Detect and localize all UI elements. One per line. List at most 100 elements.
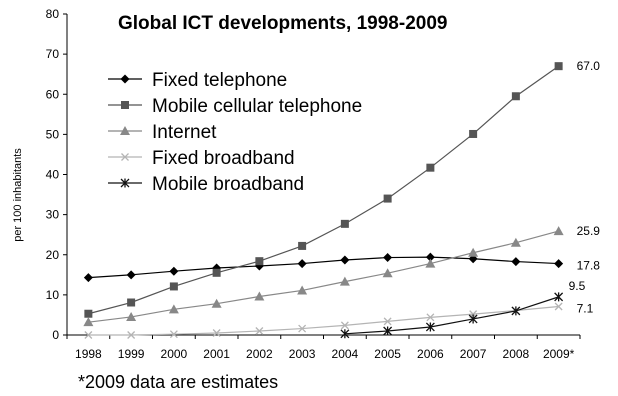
data-point bbox=[340, 321, 349, 330]
legend-label: Fixed broadband bbox=[152, 148, 295, 169]
x-tick-label: 2000 bbox=[161, 347, 188, 361]
data-point bbox=[254, 291, 265, 301]
chart-title: Global ICT developments, 1998-2009 bbox=[118, 13, 447, 34]
y-tick-label: 80 bbox=[46, 7, 60, 21]
data-point bbox=[298, 324, 307, 333]
data-point bbox=[340, 219, 349, 228]
y-tick-label: 20 bbox=[46, 248, 60, 262]
legend-item: Mobile cellular telephone bbox=[108, 96, 362, 117]
data-point bbox=[340, 329, 350, 339]
x-tick-label: 2008 bbox=[503, 347, 530, 361]
data-point bbox=[83, 273, 93, 283]
data-point bbox=[468, 314, 478, 324]
series-mobile-cellular-telephone: 67.0 bbox=[84, 59, 600, 318]
x-tick-label: 1998 bbox=[75, 347, 102, 361]
x-tick-label: 1999 bbox=[118, 347, 145, 361]
data-point bbox=[168, 304, 179, 314]
data-point bbox=[297, 259, 307, 269]
axes: 0 10 20 30 40 50 60 70 80 1998 1999 2000 2001 2002 200… bbox=[46, 7, 581, 361]
end-value-label: 9.5 bbox=[569, 279, 586, 293]
data-point bbox=[127, 298, 136, 307]
series-internet: 25.9 bbox=[83, 224, 601, 327]
data-point bbox=[382, 268, 393, 278]
y-tick-label: 70 bbox=[46, 47, 60, 61]
data-point bbox=[255, 327, 264, 335]
data-point bbox=[554, 302, 563, 311]
end-value-label: 17.8 bbox=[577, 259, 601, 273]
x-tick-label: 2001 bbox=[203, 347, 230, 361]
x-tick-label: 2005 bbox=[374, 347, 401, 361]
data-point bbox=[553, 226, 564, 236]
legend: Fixed telephone Mobile cellular telephone… bbox=[108, 70, 362, 195]
data-point bbox=[340, 255, 350, 265]
data-point bbox=[127, 331, 136, 339]
x-tick-label: 2007 bbox=[460, 347, 487, 361]
legend-label: Mobile cellular telephone bbox=[152, 96, 362, 117]
end-value-label: 25.9 bbox=[577, 224, 601, 238]
data-point bbox=[169, 266, 179, 276]
series-line bbox=[88, 305, 559, 336]
data-point bbox=[426, 163, 435, 172]
data-point bbox=[510, 237, 521, 247]
data-point bbox=[84, 331, 93, 339]
legend-marker bbox=[120, 126, 130, 135]
data-point bbox=[425, 252, 435, 262]
data-point bbox=[511, 92, 520, 101]
series-line bbox=[88, 256, 559, 279]
data-point bbox=[212, 329, 221, 337]
data-point bbox=[554, 292, 564, 302]
data-point bbox=[383, 326, 393, 336]
y-tick-label: 50 bbox=[46, 127, 60, 141]
data-point bbox=[554, 62, 563, 71]
x-tick-label: 2006 bbox=[417, 347, 444, 361]
data-point bbox=[425, 258, 436, 268]
legend-item: Fixed telephone bbox=[108, 70, 287, 91]
data-point bbox=[297, 285, 308, 295]
data-point bbox=[426, 313, 435, 322]
x-tick-label: 2002 bbox=[246, 347, 273, 361]
series-line bbox=[88, 230, 559, 323]
end-value-label: 67.0 bbox=[577, 59, 601, 73]
series-mobile-broadband: 9.5 bbox=[340, 279, 586, 339]
y-tick-label: 10 bbox=[46, 288, 60, 302]
data-point bbox=[339, 276, 350, 286]
series-layer: 17.8 67.0 25.9 7.1 9.5 bbox=[83, 59, 601, 339]
series-line bbox=[88, 65, 559, 315]
legend-label: Mobile broadband bbox=[152, 174, 304, 195]
series-fixed-telephone: 17.8 bbox=[83, 252, 601, 283]
data-point bbox=[468, 247, 479, 257]
data-point bbox=[83, 317, 94, 327]
legend-marker bbox=[121, 153, 129, 161]
legend-item: Fixed broadband bbox=[108, 148, 295, 169]
legend-marker bbox=[120, 178, 130, 188]
data-point bbox=[126, 270, 136, 280]
legend-item: Mobile broadband bbox=[108, 174, 304, 195]
data-point bbox=[425, 322, 435, 332]
data-point bbox=[211, 298, 222, 308]
data-point bbox=[511, 306, 521, 316]
data-point bbox=[84, 309, 93, 318]
y-axis-label: per 100 inhabitants bbox=[12, 148, 24, 242]
end-value-label: 7.1 bbox=[577, 302, 594, 316]
data-point bbox=[212, 268, 221, 277]
legend-label: Fixed telephone bbox=[152, 70, 287, 91]
x-tick-label: 2009* bbox=[543, 347, 575, 361]
x-tick-label: 2003 bbox=[289, 347, 316, 361]
y-tick-label: 60 bbox=[46, 87, 60, 101]
legend-marker bbox=[121, 101, 129, 109]
x-tick-label: 2004 bbox=[332, 347, 359, 361]
legend-marker bbox=[120, 74, 130, 84]
legend-item: Internet bbox=[108, 122, 217, 143]
footnote: *2009 data are estimates bbox=[78, 372, 278, 392]
data-point bbox=[298, 241, 307, 250]
data-point bbox=[255, 257, 264, 266]
data-point bbox=[554, 259, 564, 269]
series-line bbox=[344, 296, 559, 335]
data-point bbox=[511, 257, 521, 267]
series-fixed-broadband: 7.1 bbox=[84, 302, 594, 339]
data-point bbox=[126, 311, 137, 321]
y-tick-label: 0 bbox=[52, 328, 59, 342]
data-point bbox=[383, 253, 393, 263]
y-tick-label: 30 bbox=[46, 208, 60, 222]
